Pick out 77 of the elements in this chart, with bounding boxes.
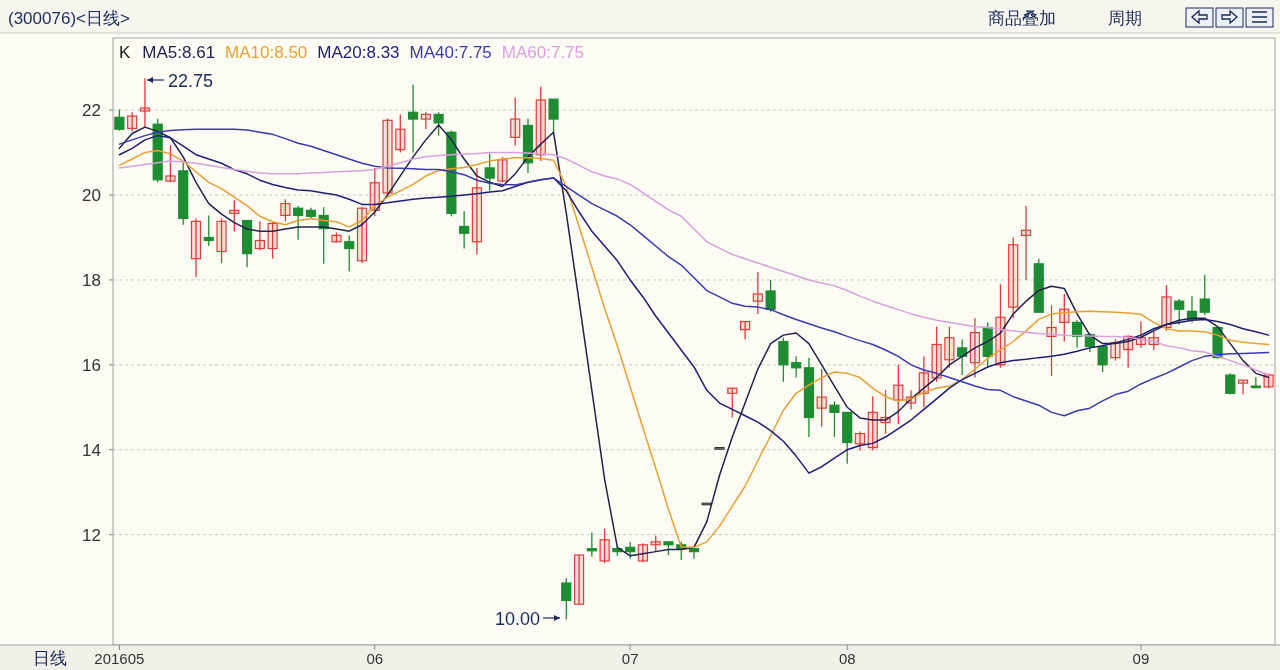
candlestick [854, 430, 866, 452]
candlestick [216, 217, 227, 264]
candlestick [752, 271, 763, 315]
candlestick [944, 325, 955, 369]
candlestick [778, 337, 789, 383]
candlestick [727, 387, 738, 419]
candlestick [637, 542, 649, 563]
text: MA10:8.50 [225, 43, 308, 62]
candlestick [599, 528, 610, 564]
candlestick [739, 320, 751, 341]
candlestick [535, 86, 546, 162]
candlestick [382, 118, 393, 196]
candlestick [1225, 372, 1236, 396]
candlestick [229, 199, 240, 233]
candlestick [203, 214, 214, 247]
annotation: 22.75 [168, 71, 214, 91]
candlestick [1199, 274, 1210, 316]
candlestick [1237, 379, 1249, 395]
candlestick [1046, 304, 1057, 377]
candlestick [1020, 205, 1032, 281]
candlestick [1008, 236, 1019, 319]
y-tick-label: 22 [82, 101, 101, 121]
x-tick-label: 09 [1132, 650, 1150, 667]
candlestick [1097, 345, 1108, 373]
candlestick [484, 152, 495, 192]
text: MA40:7.75 [409, 43, 492, 62]
candlestick [267, 220, 278, 260]
candlestick [497, 156, 508, 183]
candlestick [433, 111, 444, 137]
text: MA20:8.33 [317, 43, 400, 62]
legend-title: K [119, 43, 131, 62]
candlestick [280, 198, 291, 223]
candlestick [791, 355, 802, 379]
text: MA5:8.61 [142, 43, 216, 62]
candlestick [165, 144, 176, 183]
candlestick [407, 84, 419, 154]
line-series [118, 151, 1270, 376]
y-tick-label: 20 [82, 186, 101, 206]
text: 周期 [1108, 9, 1142, 28]
annotation: 10.00 [494, 609, 540, 629]
line-series [118, 128, 1270, 417]
chart-title: (300076)<日线> [8, 9, 130, 28]
candlestick [293, 205, 304, 241]
candlestick [190, 217, 202, 278]
candlestick [586, 531, 597, 558]
candlestick [829, 400, 840, 438]
candlestick [127, 111, 138, 133]
x-tick-label: 201605 [94, 650, 145, 667]
candlestick [1110, 338, 1121, 362]
candlestick [765, 279, 776, 313]
candlestick [1174, 298, 1185, 326]
y-tick-label: 14 [82, 440, 101, 460]
candlestick [816, 368, 827, 428]
x-tick-label: 06 [366, 650, 384, 667]
y-tick-label: 18 [82, 270, 101, 290]
candlestick [893, 364, 904, 425]
line-series [118, 134, 1270, 474]
candlestick [957, 338, 968, 376]
y-tick-label: 12 [82, 525, 101, 545]
x-tick-label: 07 [621, 650, 639, 667]
x-tick-label: 08 [838, 650, 856, 667]
candlestick [561, 577, 572, 621]
text: 商品叠加 [988, 9, 1056, 28]
candlestick [254, 220, 265, 251]
candlestick [1161, 284, 1172, 332]
candlestick [344, 234, 355, 273]
candlestick [969, 317, 981, 379]
y-tick-label: 16 [82, 355, 101, 375]
candlestick [471, 167, 483, 256]
candlestick [459, 210, 470, 250]
candlestick [688, 547, 700, 560]
text: 日线 [33, 649, 67, 668]
candlestick [510, 96, 521, 147]
candlestick [573, 554, 585, 605]
candlestick [931, 325, 942, 383]
candlestick [395, 113, 406, 154]
text: MA60:7.75 [501, 43, 585, 62]
